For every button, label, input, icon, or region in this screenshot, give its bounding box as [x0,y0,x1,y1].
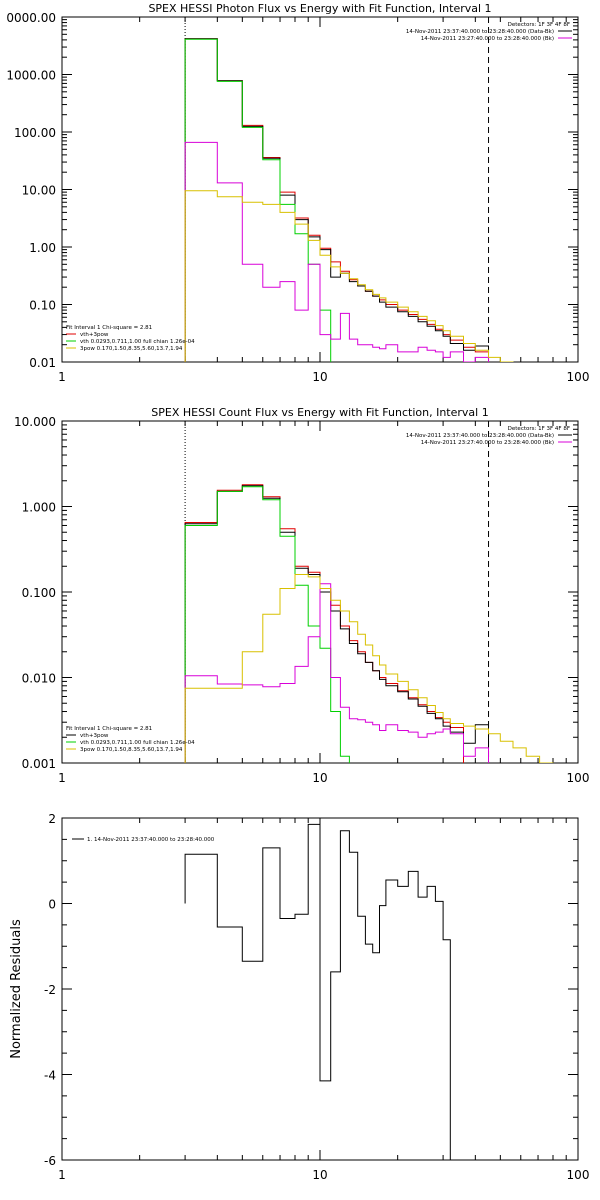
x-tick-label: 100 [567,1168,590,1182]
y-tick-label: 0.10 [29,299,56,313]
x-tick-label: 10 [312,370,327,384]
legend-entry-label: vth+3pow [80,733,109,739]
y-tick-label: 10.000 [14,415,56,429]
y-tick-label: -6 [44,1154,56,1168]
legend-entry-label: 14-Nov-2011 23:27:40.000 to 23:28:40.000… [421,36,554,42]
y-tick-label: 1.000 [22,501,56,515]
y-tick-label: 0.001 [22,757,56,771]
legend-entry-label: 14-Nov-2011 23:27:40.000 to 23:28:40.000… [421,440,554,446]
y-tick-label: 0.100 [22,586,56,600]
legend-entry-label: 3pow 0.170,1.50,8.35,5.60,13.7,1.94 [80,747,183,753]
y-tick-label: 2 [48,812,56,826]
series-line-3 [184,486,350,763]
legend-entry-label: vth 0.0293,0.711,1.00 full chian 1.26e-0… [80,339,195,345]
fit-legend-header: Fit Interval 1 Chi-square = 2.81 [66,726,152,732]
chart-panel-1: SPEX HESSI Photon Flux vs Energy with Fi… [6,2,590,384]
x-tick-label: 1 [58,370,66,384]
legend-entry-label: 3pow 0.170,1.50,8.35,5.60,13.7,1.94 [80,346,183,352]
y-tick-label: 10.00 [22,184,56,198]
legend-entry-label: vth 0.0293,0.711,1.00 full chian 1.26e-0… [80,740,195,746]
series-line-1 [184,38,489,362]
legend-entry-label: 14-Nov-2011 23:37:40.000 to 23:28:40.000… [406,433,554,439]
x-tick-label: 10 [312,1168,327,1182]
series-line-1 [184,823,451,1160]
y-tick-label: 0000.00 [6,11,56,25]
series-line-1 [184,484,464,763]
legend-entry-label: vth+3pow [80,332,109,338]
y-axis-label: Normalized Residuals [9,919,24,1059]
series-line-3 [184,38,332,362]
series-line-5 [184,190,514,362]
legend-entry-label: 14-Nov-2011 23:37:40.000 to 23:28:40.000… [406,29,554,35]
y-tick-label: -4 [44,1069,56,1083]
chart-panel-2: SPEX HESSI Count Flux vs Energy with Fit… [14,406,590,785]
x-tick-label: 100 [567,370,590,384]
x-tick-label: 1 [58,771,66,785]
series-line-4 [184,583,489,763]
x-tick-label: 100 [567,771,590,785]
chart-title: SPEX HESSI Count Flux vs Energy with Fit… [151,406,488,419]
x-tick-label: 10 [312,771,327,785]
y-tick-label: 100.00 [14,126,56,140]
series-line-4 [184,141,489,362]
series-line-5 [184,574,554,763]
legend-entry-label: 1. 14-Nov-2011 23:37:40.000 to 23:28:40.… [87,837,215,843]
detectors-label: Detectors: 1F 3F 4F 8F [508,22,570,28]
y-tick-label: 0.010 [22,672,56,686]
y-tick-label: 1000.00 [6,69,56,83]
y-tick-label: 0 [48,898,56,912]
chart-title: SPEX HESSI Photon Flux vs Energy with Fi… [148,2,491,15]
y-tick-label: 0.01 [29,356,56,370]
y-tick-label: 1.00 [29,241,56,255]
fit-legend-header: Fit Interval 1 Chi-square = 2.81 [66,325,152,331]
chart-panel-3: 1 10 100 -6 -4 -2 0 2 Normalized Residuals 1. 14-… [9,812,589,1182]
series-line-2 [184,38,489,362]
x-tick-label: 1 [58,1168,66,1182]
series-line-2 [184,485,489,763]
detectors-label: Detectors: 1F 3F 4F 8F [508,426,570,432]
y-tick-label: -2 [44,983,56,997]
